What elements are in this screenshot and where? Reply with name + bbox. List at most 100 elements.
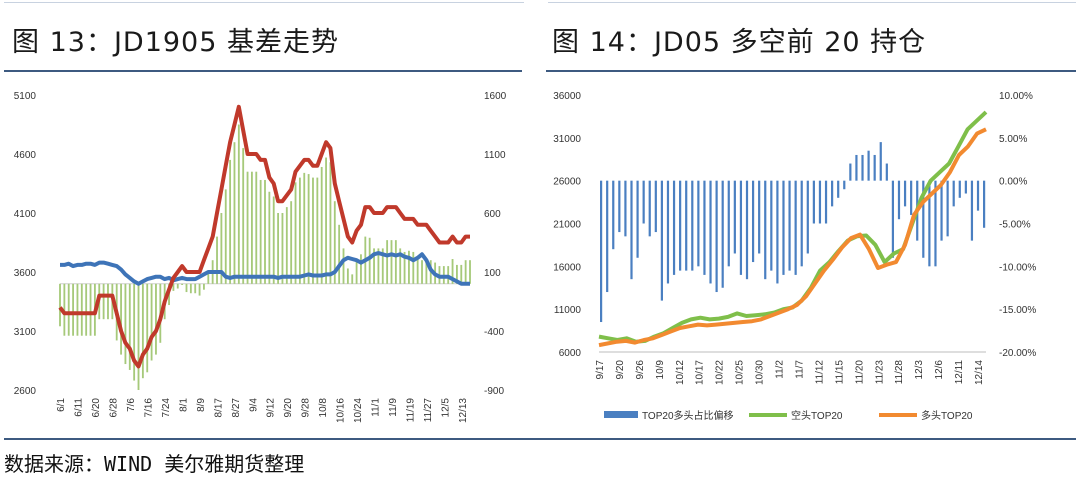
basis-bar [85,283,88,336]
x-axis-tick: 7/16 [143,398,154,418]
x-axis-tick: 10/17 [695,360,706,385]
right-axis-tick: 10.00% [999,91,1033,102]
basis-bar [312,177,314,284]
basis-bar [412,251,415,284]
offset-bar [764,180,767,280]
basis-bar [67,283,70,336]
offset-bar [745,180,749,280]
offset-bar [751,180,755,263]
x-axis-tick: 10/22 [715,360,726,385]
x-axis-tick: 11/20 [854,360,865,385]
x-axis-tick: 11/7 [794,360,805,379]
basis-bar [259,179,262,284]
x-axis-tick: 11/12 [814,360,825,385]
left-axis-tick: 4100 [14,209,37,220]
basis-bar [338,224,341,284]
basis-bar [133,283,136,381]
basis-bar [329,162,332,284]
left-axis-tick: 3600 [14,268,37,279]
basis-bar [246,171,249,284]
right-axis-tick: 0.00% [999,177,1027,188]
basis-bar [346,268,349,284]
right-chart: 6000 11000 16000 21000 26000 31000 36000 -20.00… [553,91,1036,422]
x-axis-tick: 11/15 [834,360,845,385]
top-rule-left [4,2,524,3]
basis-bar [107,283,109,320]
x-axis-tick: 10/25 [735,360,746,385]
basis-bar [368,237,371,284]
right-axis-tick: -15.00% [999,305,1036,316]
x-axis-tick: 10/16 [336,398,347,423]
futures-price-line [58,104,470,369]
offset-bar [970,180,974,241]
offset-bar [831,180,834,207]
basis-bar [421,260,423,284]
basis-bar [120,283,122,355]
x-axis-tick: 12/6 [934,360,945,380]
basis-bar [146,283,149,373]
x-axis-tick: 10/8 [318,398,329,418]
basis-bar [451,259,454,284]
basis-bar [469,260,471,284]
x-axis-tick: 7/6 [126,398,137,412]
legend-label: 空头TOP20 [791,409,843,422]
left-axis-tick: 4600 [14,150,37,161]
basis-bar [281,213,284,284]
offset-bar [964,180,967,194]
basis-bar [455,264,458,284]
basis-bar [59,283,61,327]
basis-bar [285,207,288,284]
left-axis-tick: 3100 [14,327,37,338]
left-chart-title: 图 13：JD1905 基差走势 [12,27,339,58]
basis-bar [277,213,280,284]
x-axis-tick: 11/2 [775,360,786,379]
bottom-rule [4,438,1076,440]
basis-bar [141,283,144,379]
basis-bar [150,283,153,361]
legend-swatch [604,411,638,418]
offset-bar [812,180,815,224]
offset-bar [788,180,791,271]
x-axis-tick: 9/4 [248,398,259,412]
offset-bar [885,163,888,181]
basis-bar [198,283,201,296]
right-axis-tick: -10.00% [999,262,1036,273]
offset-bar [721,180,724,288]
x-axis-tick: 12/11 [954,360,965,385]
basis-bar [360,254,362,284]
basis-bar [102,283,105,320]
left-axis-tick: 36000 [553,91,581,102]
left-axis-tick: 2600 [14,386,37,397]
x-axis-tick: 6/28 [108,398,119,418]
basis-bar [403,251,406,284]
right-axis-tick: 5.00% [999,134,1027,145]
basis-bar [303,172,306,284]
x-axis-tick: 11/27 [423,398,434,423]
x-axis-tick: 10/12 [675,360,686,385]
x-axis-tick: 10/24 [353,398,364,423]
offset-bar [685,180,688,271]
x-axis-tick: 6/11 [73,398,84,417]
basis-bar [355,260,358,284]
x-axis-tick: 8/9 [196,398,207,412]
spot-price-line [60,251,470,286]
basis-bar [408,250,410,284]
offset-bar [691,180,694,271]
basis-bar [189,283,192,294]
basis-bar [307,174,310,284]
x-axis-tick: 8/17 [213,398,224,418]
right-axis-tick: 1600 [484,91,507,102]
basis-bar [425,260,428,284]
basis-bar [272,196,275,284]
basis-bar [72,283,75,336]
offset-bar [618,180,621,233]
offset-bar [794,180,797,275]
offset-bar [903,180,907,207]
right-axis-tick: 600 [484,209,501,220]
offset-bar [703,180,706,275]
x-axis-tick: 7/24 [161,398,172,418]
offset-bar [855,154,858,181]
x-axis-tick: 8/1 [178,398,189,412]
basis-bar [250,171,253,284]
offset-bar [806,180,809,254]
